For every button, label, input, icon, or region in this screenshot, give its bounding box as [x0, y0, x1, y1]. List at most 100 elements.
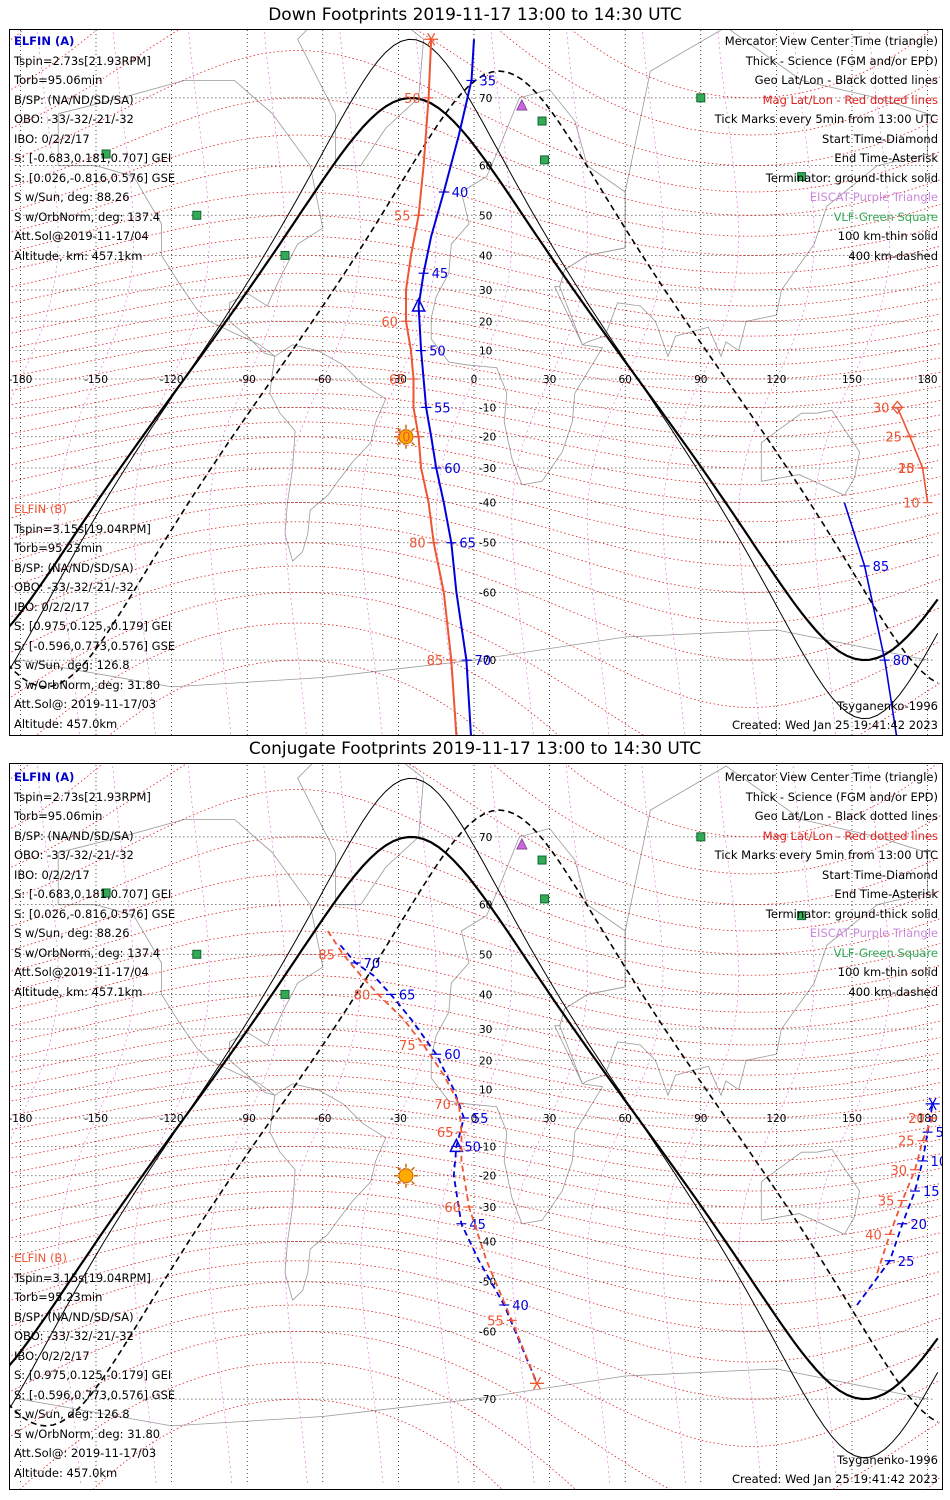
track-tick-label: 25	[898, 1255, 915, 1270]
mag-parallel	[93, 1398, 503, 1489]
eiscat-triangle-icon	[516, 98, 528, 111]
sun-ray	[396, 1166, 401, 1171]
lat-tick-label: -50	[479, 538, 496, 550]
sun-ray	[396, 427, 401, 432]
vlf-square-icon	[797, 911, 807, 921]
legend-eiscat: EISCAT-Purple Triangle	[809, 190, 938, 205]
elfin-b-gse: S: [-0.596,0.773,0.576] GSE	[14, 638, 176, 653]
mag-parallel	[10, 467, 941, 544]
track-tick-label: 15	[898, 462, 915, 477]
mag-meridian	[209, 764, 286, 1484]
mag-parallel	[10, 407, 941, 469]
track-tick-label: 65	[389, 373, 406, 388]
lat-tick-label: -20	[479, 432, 496, 444]
legend-geo-grid: Geo Lat/Lon - Black dotted lines	[754, 73, 938, 88]
track-tick-label: 70	[434, 1098, 451, 1113]
elfin-b-gei: S: [0.975,0.125,-0.179] GEI	[14, 1368, 172, 1383]
track-tick-label: 55	[472, 1112, 489, 1127]
lon-tick-label: 60	[619, 1113, 632, 1125]
elfin-a-ibo: IBO: 0/2/2/17	[14, 867, 90, 882]
model-label: Tsyganenko-1996	[837, 1453, 938, 1467]
elfin-a-sun: S w/Sun, deg: 88.26	[14, 190, 130, 205]
lat-tick-label: 20	[479, 1055, 492, 1067]
elfin-a-altitude: Altitude, km: 457.1km	[14, 249, 143, 264]
mag-parallel	[10, 165, 941, 256]
legend-400km: 400 km-dashed	[848, 985, 938, 1000]
track-tick-label: 10	[931, 1155, 942, 1170]
elfin-b-attsol: Att.Sol@: 2019-11-17/03	[14, 697, 157, 712]
lat-tick-label: -50	[479, 1277, 496, 1289]
vlf-square-icon	[280, 989, 290, 999]
mag-meridian	[662, 764, 739, 1484]
legend-end: End Time-Asterisk	[834, 887, 938, 902]
sun-ray	[411, 427, 415, 432]
mag-meridian	[360, 764, 437, 1484]
track-tick-label: 20	[898, 462, 915, 477]
mag-grid	[10, 30, 941, 735]
elfin-b-ibo: IBO: 0/2/2/17	[14, 1348, 90, 1363]
track-tick-label: 65	[459, 537, 476, 552]
model-label: Tsyganenko-1996	[837, 699, 938, 713]
sun-icon	[398, 429, 414, 445]
legend-mag-grid: Mag Lat/Lon - Red dotted lines	[762, 92, 938, 107]
elfin-a-gei: S: [-0.683,0.181,0.707] GEI	[14, 151, 172, 166]
lon-tick-label: 30	[543, 1113, 556, 1125]
lon-tick-label: 0	[471, 374, 478, 386]
down-footprints-title: Down Footprints 2019-11-17 13:00 to 14:3…	[268, 5, 682, 25]
map-legend: Mercator View Center Time (triangle) Thi…	[715, 32, 938, 267]
south-america-outline	[269, 1083, 387, 1301]
mag-parallel	[10, 484, 941, 567]
track-tick-label: 85	[318, 948, 335, 963]
track-tick-label: 20	[910, 1218, 927, 1233]
track-tick-label: 80	[409, 537, 426, 552]
mag-meridian	[10, 30, 59, 403]
eiscat-triangle-icon	[516, 837, 528, 850]
lon-tick-label: -180	[10, 1113, 32, 1125]
elfin-b-obo: OBO: -33/-32/-21/-32	[14, 1329, 134, 1344]
lat-tick-label: 50	[479, 949, 492, 961]
mag-parallel	[10, 930, 941, 1013]
elfin-a-bsp: B/SP: (NA/ND/SD/SA)	[14, 828, 134, 843]
mag-parallel	[10, 565, 941, 708]
mag-meridian	[284, 30, 361, 735]
mag-parallel	[10, 1011, 941, 1076]
lat-tick-label: 30	[479, 285, 492, 297]
mag-parallel	[10, 392, 941, 453]
end-asterisk-icon	[925, 1097, 940, 1111]
legend-terminator: Terminator: ground-thick solid	[765, 170, 938, 185]
track-tick-label: 55	[487, 1314, 504, 1329]
lon-tick-label: -60	[314, 374, 331, 386]
track-tick-label: 85	[427, 654, 444, 669]
elfin-a-obo: OBO: -33/-32/-21/-32	[14, 112, 134, 127]
center-time-triangle-icon	[411, 297, 426, 312]
vlf-square-icon	[101, 888, 111, 898]
mag-meridian	[813, 30, 891, 735]
lon-tick-label: 60	[619, 374, 632, 386]
lat-tick-label: 60	[479, 161, 492, 173]
mag-meridian	[813, 764, 891, 1484]
elfin-b-obo: OBO: -33/-32/-21/-32	[14, 580, 134, 595]
mag-parallel	[10, 255, 941, 322]
mag-meridian	[209, 30, 286, 735]
vlf-square-icon	[696, 832, 706, 842]
legend-vlf: VLF-Green Square	[833, 945, 938, 960]
mag-parallel	[36, 622, 559, 735]
track-tick-label: 15	[923, 1185, 940, 1200]
lat-tick-label: -60	[479, 1326, 496, 1338]
mag-parallel	[10, 320, 941, 380]
asterisk-stroke	[532, 1376, 542, 1390]
legend-400km: 400 km-dashed	[848, 249, 938, 264]
lon-tick-label: -120	[160, 374, 184, 386]
elfin-b-ibo: IBO: 0/2/2/17	[14, 599, 90, 614]
down-footprints-map: -180 -150 -120 -90 -60 -30 0 30 60 90 120 150 180 70 6…	[9, 29, 943, 736]
mag-meridian	[133, 764, 210, 1484]
mag-parallel	[10, 994, 941, 1061]
mag-parallel	[10, 364, 941, 423]
created-timestamp: Created: Wed Jan 25 19:41:42 2023	[731, 718, 938, 732]
sun-ray	[396, 1180, 401, 1185]
mag-parallel	[10, 1117, 941, 1177]
track-tick-label: 35	[479, 74, 496, 89]
mag-parallel	[10, 350, 941, 408]
mag-parallel	[10, 451, 941, 523]
mag-parallel	[10, 191, 941, 274]
